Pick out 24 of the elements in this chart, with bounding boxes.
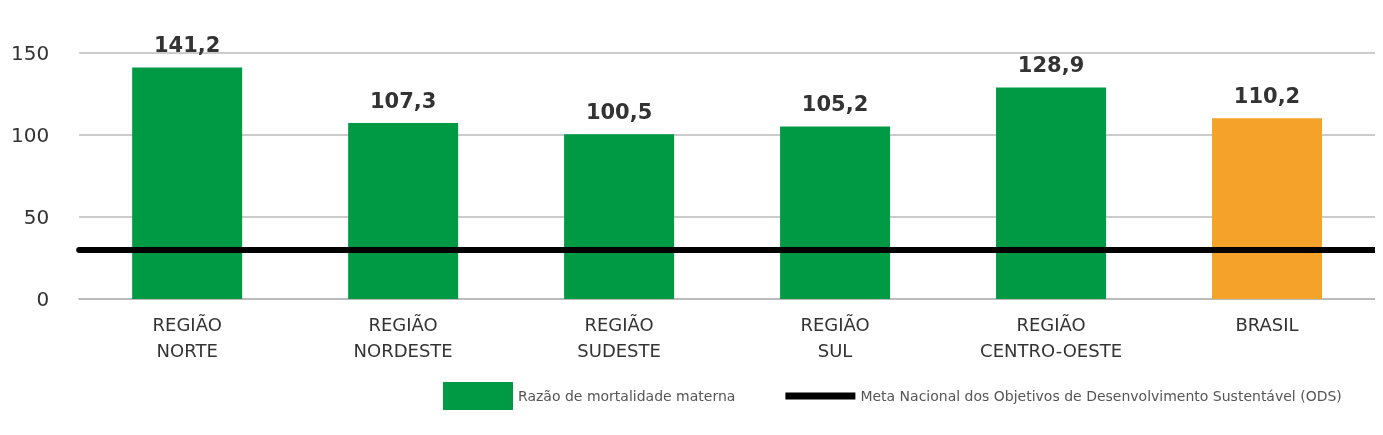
y-tick-label: 0 [36, 287, 50, 311]
bar [1212, 118, 1323, 299]
data-label: 128,9 [1017, 53, 1085, 78]
bar [564, 134, 675, 299]
x-tick-label: REGIÃO NORTE [152, 313, 222, 361]
x-tick-label: BRASIL [1235, 313, 1299, 335]
x-tick-label: REGIÃO CENTRO-OESTE [980, 313, 1122, 361]
legend-label: Razão de mortalidade materna [518, 388, 736, 404]
data-label: 141,2 [153, 32, 221, 57]
y-tick-label: 50 [23, 205, 50, 229]
data-label: 105,2 [801, 91, 869, 116]
y-tick-label: 150 [10, 41, 50, 65]
x-tick-label: REGIÃO NORDESTE [353, 313, 453, 361]
legend-label: Meta Nacional dos Objetivos de Desenvolvimento Sustentável (ODS) [860, 388, 1342, 404]
bar [996, 87, 1107, 299]
bar [132, 67, 243, 299]
data-label: 100,5 [585, 99, 653, 124]
y-tick-label: 100 [10, 123, 50, 147]
data-label: 110,2 [1233, 83, 1301, 108]
bar [780, 126, 891, 299]
data-label: 107,3 [369, 88, 437, 113]
x-tick-label: REGIÃO SUL [800, 313, 870, 361]
bar [348, 123, 459, 299]
x-tick-label: REGIÃO SUDESTE [577, 313, 661, 361]
